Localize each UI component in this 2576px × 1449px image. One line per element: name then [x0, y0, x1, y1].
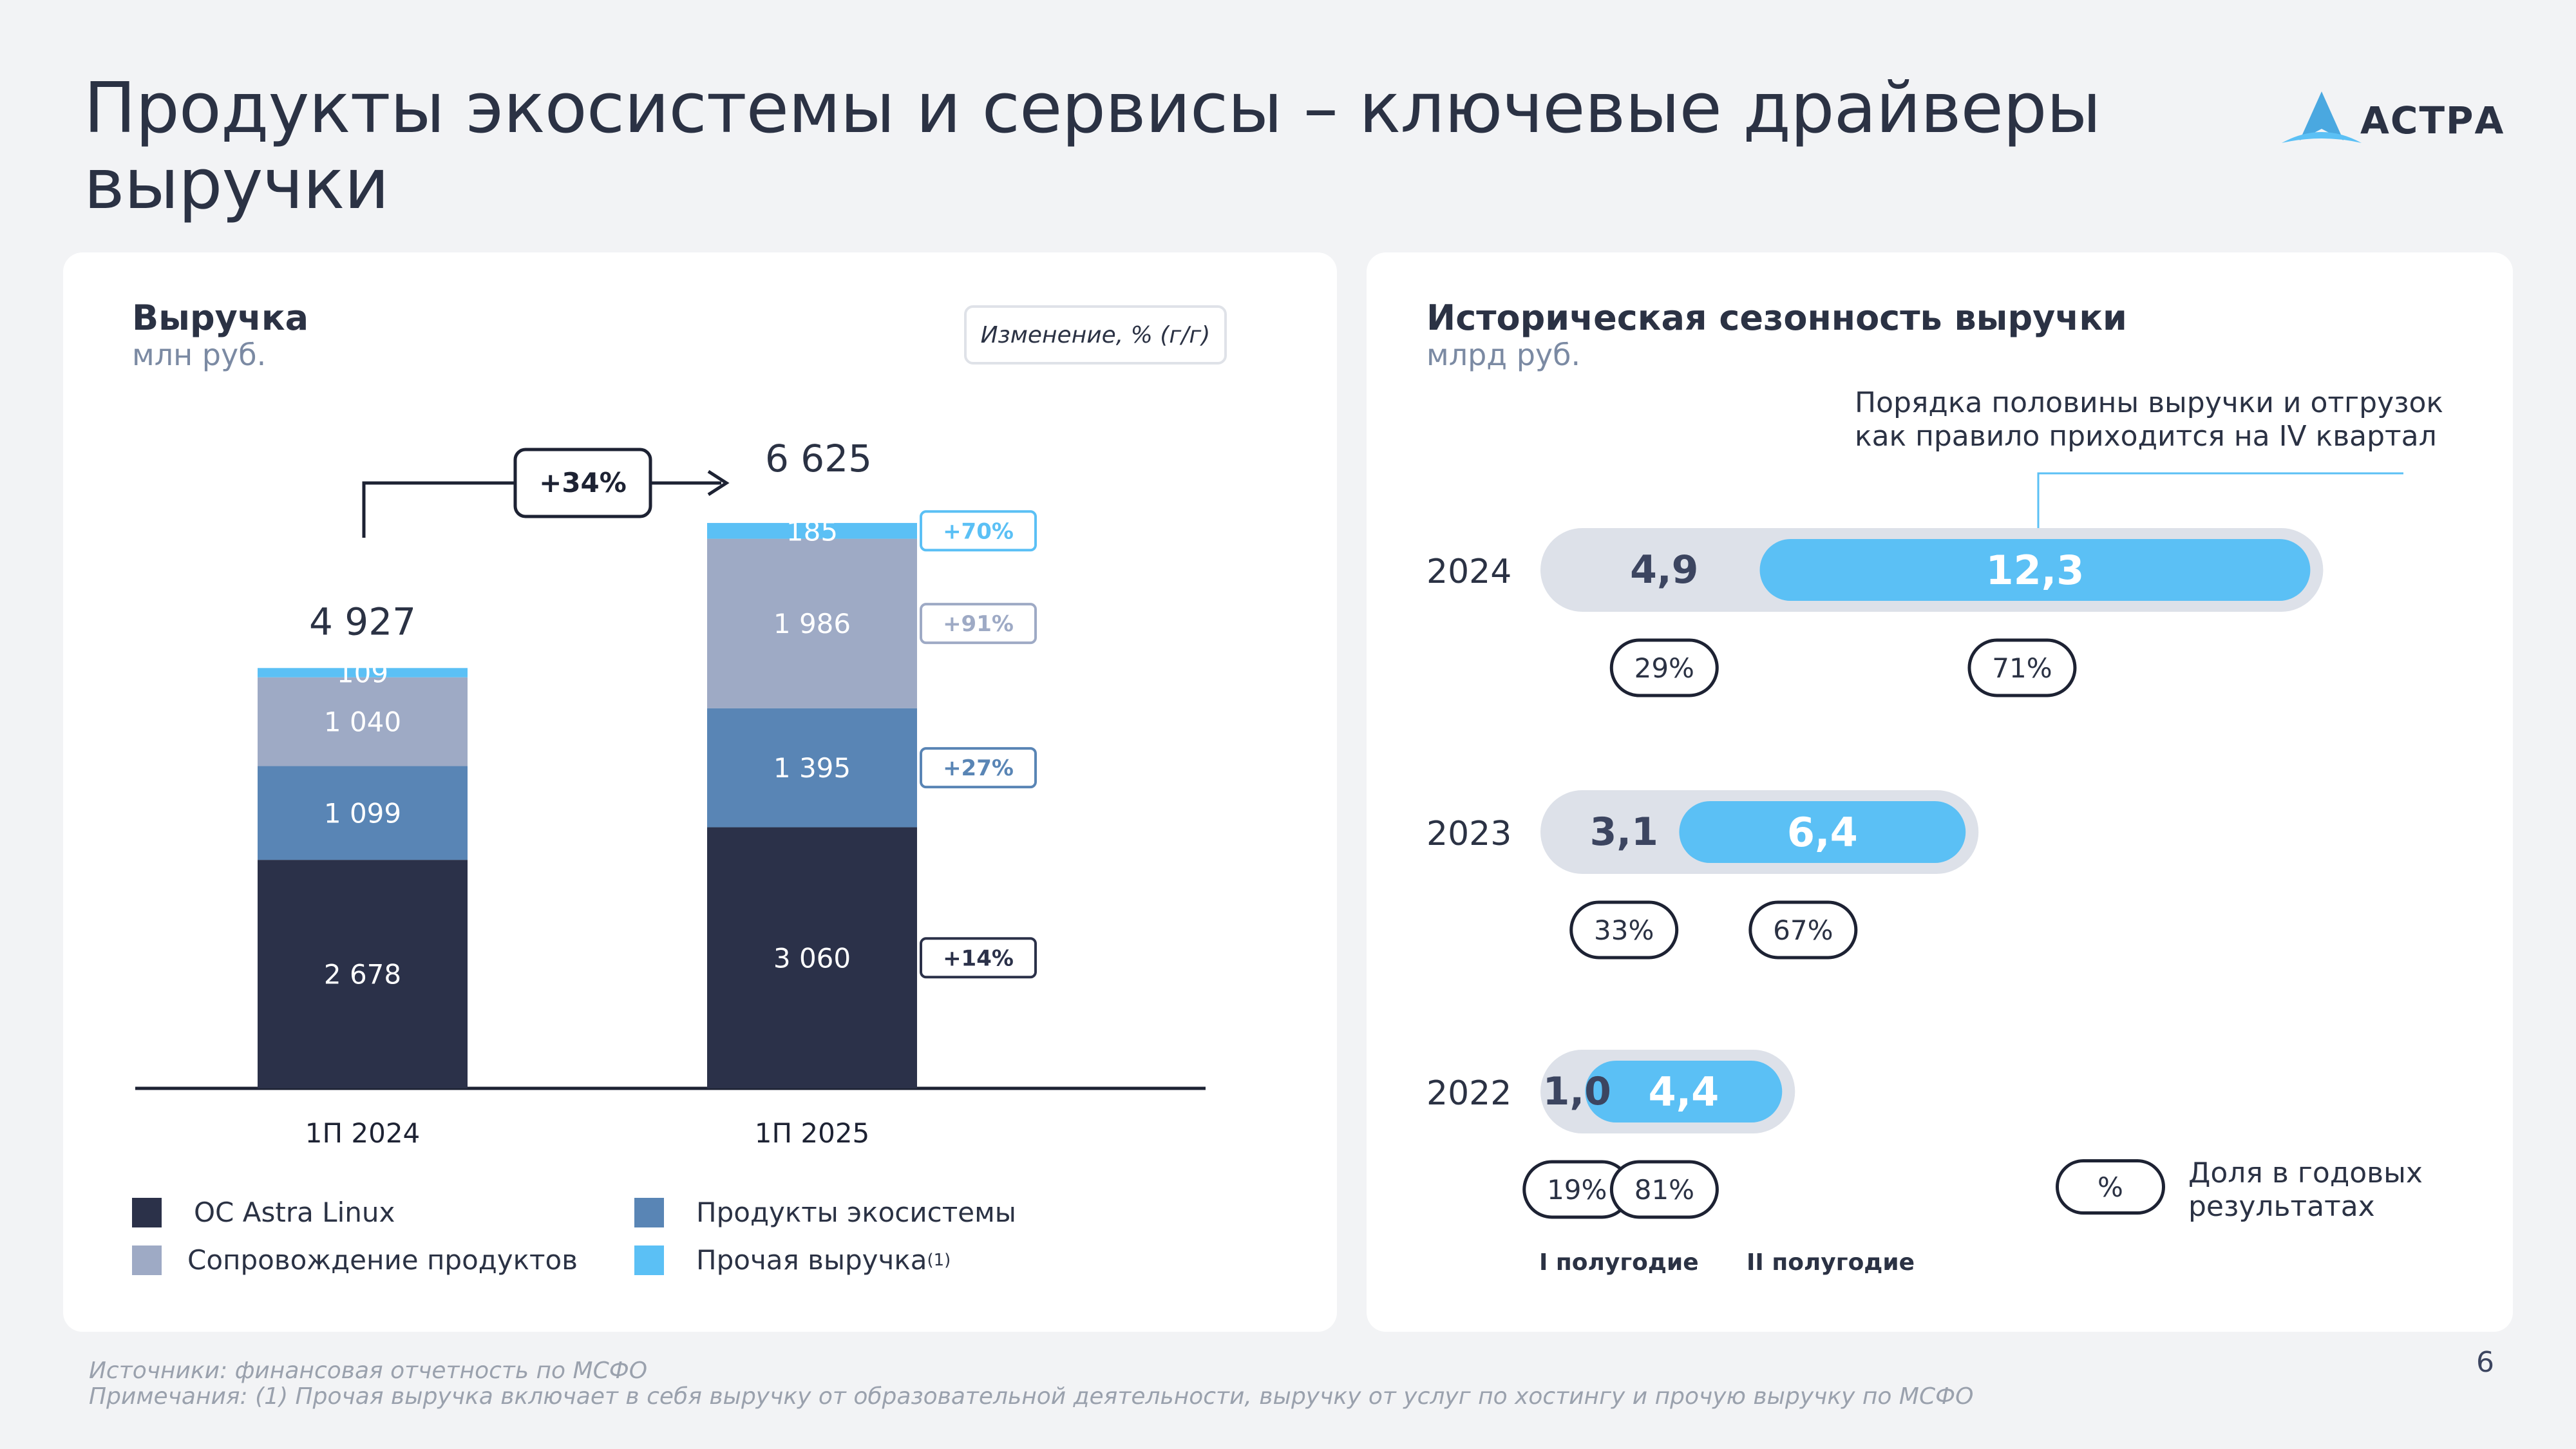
half2-share-label: 67% — [1773, 914, 1833, 946]
change-pill-label: +91% — [943, 611, 1014, 637]
legend-label-other: Прочая выручка — [696, 1244, 927, 1276]
bar-segment — [707, 538, 917, 708]
legend-os: ОС Astra Linux — [132, 1197, 395, 1228]
change-legend-box: Изменение, % (г/г) — [964, 305, 1227, 365]
legend-footnote-mark: (1) — [927, 1250, 951, 1270]
bar-value-label: 1 986 — [773, 608, 851, 639]
change-pill — [920, 603, 1037, 645]
seasonality-note-line1: Порядка половины выручки и отгрузок — [1855, 386, 2444, 419]
half2-share-pill — [1609, 1160, 1719, 1219]
bar-segment — [707, 827, 917, 1088]
legend-swatch-eco — [634, 1197, 664, 1227]
seasonality-title: Историческая сезонность выручки — [1426, 298, 2127, 338]
legend-label-support: Сопровождение продуктов — [187, 1244, 578, 1276]
legend-swatch-os — [132, 1197, 162, 1227]
half2-bar — [1759, 539, 2311, 601]
share-legend-text: Доля в годовых результатах — [2188, 1157, 2423, 1224]
legend-swatch-other — [634, 1245, 664, 1275]
legend-swatch-support — [132, 1245, 162, 1275]
half1-share-label: 29% — [1634, 652, 1694, 684]
year-label: 2022 — [1426, 1074, 1511, 1113]
half2-value-label: 6,4 — [1787, 809, 1858, 856]
legend-other: Прочая выручка (1) — [634, 1244, 951, 1276]
bar-segment — [707, 708, 917, 828]
half2-share-label: 81% — [1634, 1174, 1694, 1206]
change-pill-label: +27% — [943, 755, 1014, 781]
legend-label-eco: Продукты экосистемы — [696, 1197, 1016, 1228]
bar-value-label: 1 040 — [324, 706, 401, 738]
astra-logo-icon — [2282, 91, 2362, 143]
legend-label-os: ОС Astra Linux — [194, 1197, 395, 1228]
change-pill — [920, 937, 1037, 979]
growth-connector — [362, 481, 515, 538]
half2-label: II полугодие — [1747, 1249, 1915, 1276]
half2-value-label: 12,3 — [1985, 547, 2084, 594]
half1-share-pill — [1569, 900, 1679, 960]
bar-total-label: 4 927 — [309, 600, 416, 643]
bar-value-label: 1 395 — [773, 752, 851, 784]
bar-segment — [258, 677, 468, 766]
page-number: 6 — [2476, 1346, 2494, 1379]
seasonality-note-line2: как правило приходится на IV квартал — [1855, 420, 2437, 453]
change-pill-label: +14% — [943, 945, 1014, 971]
footer-sources: Источники: финансовая отчетность по МСФО — [89, 1358, 648, 1384]
bar-value-label: 2 678 — [324, 959, 401, 990]
category-label: 1П 2024 — [305, 1117, 421, 1149]
legend-eco: Продукты экосистемы — [634, 1197, 1016, 1228]
share-legend-line2: результатах — [2188, 1190, 2375, 1223]
change-pill — [920, 510, 1037, 552]
half2-share-pill — [1967, 638, 2077, 697]
logo-text: АСТРА — [2360, 99, 2505, 142]
year-label: 2023 — [1426, 815, 1511, 853]
half1-share-label: 33% — [1594, 914, 1654, 946]
bar-value-label: 185 — [786, 515, 838, 547]
revenue-subtitle: млн руб. — [132, 337, 267, 372]
half1-value-label: 3,1 — [1590, 810, 1658, 855]
bar-value-label: 1 099 — [324, 797, 401, 829]
page-title: Продукты экосистемы и сервисы – ключевые… — [84, 68, 2101, 225]
share-legend-line1: Доля в годовых — [2188, 1157, 2423, 1189]
half2-bar — [1679, 801, 1966, 863]
bar-value-label: 3 060 — [773, 942, 851, 974]
year-label: 2024 — [1426, 553, 1511, 591]
half2-value-label: 4,4 — [1648, 1068, 1719, 1115]
growth-arrow-head — [707, 469, 730, 497]
change-pill — [920, 747, 1037, 789]
half1-value-label: 4,9 — [1630, 547, 1698, 592]
legend-support: Сопровождение продуктов — [132, 1244, 578, 1276]
half2-bar — [1585, 1061, 1783, 1122]
growth-badge — [513, 448, 652, 518]
share-legend-pill: % — [2056, 1159, 2165, 1215]
revenue-title: Выручка — [132, 298, 309, 338]
half1-value-label: 1,0 — [1543, 1069, 1611, 1114]
bar-total-label: 6 625 — [765, 437, 872, 480]
category-label: 1П 2025 — [755, 1117, 870, 1149]
bar-segment — [258, 668, 468, 677]
seasonality-note: Порядка половины выручки и отгрузок как … — [1855, 386, 2443, 453]
bar-value-label: 109 — [337, 658, 388, 689]
bar-segment — [258, 766, 468, 860]
half2-share-label: 71% — [1992, 652, 2052, 684]
half2-share-pill — [1748, 900, 1858, 960]
half1-label: I полугодие — [1539, 1249, 1699, 1276]
half1-share-label: 19% — [1547, 1174, 1607, 1206]
half1-share-pill — [1609, 638, 1719, 697]
seasonality-subtitle: млрд руб. — [1426, 337, 1581, 372]
growth-badge-label: +34% — [539, 467, 627, 498]
note-connector — [2037, 472, 2403, 533]
bar-segment — [258, 860, 468, 1088]
bar-segment — [707, 523, 917, 539]
change-pill-label: +70% — [943, 518, 1014, 544]
footer-notes: Примечания: (1) Прочая выручка включает … — [89, 1383, 1974, 1410]
